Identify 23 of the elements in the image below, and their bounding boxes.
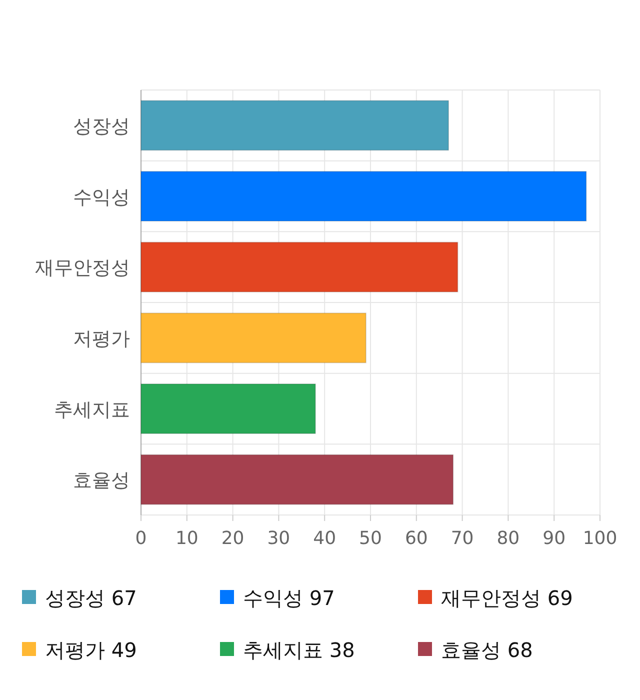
x-tick-label: 0 — [135, 528, 147, 549]
y-tick-label: 수익성 — [73, 186, 130, 208]
x-tick-label: 30 — [267, 528, 290, 549]
legend-label: 성장성 67 — [45, 586, 137, 610]
x-tick-label: 70 — [450, 528, 474, 549]
legend-label: 재무안정성 69 — [441, 586, 573, 610]
y-tick-label: 효율성 — [73, 470, 130, 492]
y-tick-label: 추세지표 — [54, 398, 130, 421]
x-tick-label: 100 — [582, 528, 618, 549]
y-tick-label: 재무안정성 — [35, 257, 130, 280]
x-tick-label: 10 — [175, 528, 198, 549]
legend-label: 효율성 68 — [441, 638, 533, 662]
x-tick-label: 80 — [496, 528, 520, 549]
x-tick-label: 20 — [221, 528, 244, 549]
y-tick-label: 성장성 — [73, 115, 130, 138]
x-tick-label: 40 — [313, 528, 336, 549]
x-tick-label: 90 — [542, 528, 566, 549]
x-tick-label: 50 — [359, 528, 382, 549]
y-tick-label: 저평가 — [73, 328, 130, 350]
legend-label: 수익성 97 — [243, 586, 335, 610]
x-tick-label: 60 — [404, 528, 428, 549]
legend-label: 저평가 49 — [45, 638, 137, 662]
legend-label: 추세지표 38 — [243, 638, 355, 662]
